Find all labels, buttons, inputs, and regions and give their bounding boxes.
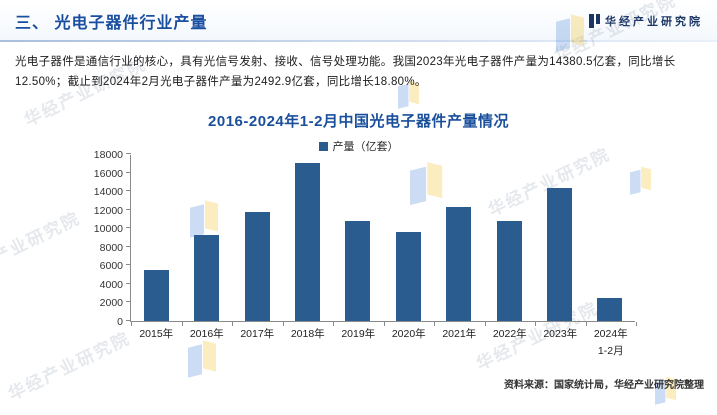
bar-2021年: [446, 207, 472, 321]
watermark-text: 华经产业研究院: [5, 328, 134, 404]
y-tick-label: 0: [117, 316, 123, 328]
x-tick-sublabel: 1-2月: [597, 345, 624, 357]
x-label-slot: 2016年: [182, 326, 233, 358]
x-label-slot: 2018年: [283, 326, 334, 358]
brand-name: 华经产业研究院: [605, 16, 703, 28]
bar-slot: [282, 155, 332, 321]
x-label-slot: 2017年: [232, 326, 283, 358]
page-title: 三、 光电子器件行业产量: [15, 15, 208, 32]
x-tick-mark: [333, 322, 334, 326]
bar-2018年: [294, 163, 320, 321]
x-tick-label: 2021年: [442, 328, 477, 340]
y-tick-mark: [126, 320, 131, 321]
bar-2016年: [194, 234, 220, 321]
x-tick-mark: [282, 322, 284, 326]
bar-slot: [333, 155, 383, 321]
x-tick-label: 2017年: [240, 328, 275, 340]
y-tick-label: 12000: [93, 204, 123, 217]
watermark-text: 华经产业研究院: [0, 208, 84, 284]
y-tick-label: 14000: [93, 186, 123, 199]
x-axis-labels: 2015年 2016年 2017年 2018年 2019年 2020年 2021年 2022年…: [131, 326, 636, 358]
x-tick-mark: [434, 322, 435, 326]
x-tick-mark: [383, 322, 385, 326]
x-label-slot: 2023年: [535, 326, 586, 358]
bar-series: [131, 155, 635, 321]
x-tick-mark: [535, 322, 536, 326]
x-tick-label: 2023年: [543, 328, 578, 340]
brand-logo: 华经产业研究院: [589, 13, 703, 29]
y-tick-label: 16000: [93, 167, 123, 180]
x-tick-mark: [232, 322, 233, 326]
y-tick-mark: [126, 282, 131, 284]
legend-swatch-icon: [318, 141, 328, 151]
bar-2022年: [496, 221, 522, 321]
x-tick-label: 2022年: [492, 328, 527, 340]
legend-label: 产量（亿套）: [332, 141, 399, 153]
plot-area: [126, 153, 637, 326]
y-tick-label: 18000: [93, 149, 123, 161]
x-tick-mark: [585, 322, 587, 326]
y-tick-mark: [126, 301, 131, 303]
bar-2015年: [143, 270, 169, 321]
x-tick-mark: [181, 322, 183, 326]
chart-legend: 产量（亿套）: [0, 138, 717, 154]
y-tick-label: 4000: [99, 278, 123, 291]
y-tick-mark: [126, 153, 131, 154]
y-tick-label: 8000: [99, 241, 123, 254]
y-tick-mark: [126, 245, 131, 247]
y-tick-label: 2000: [99, 297, 123, 310]
x-label-slot: 2021年: [434, 326, 485, 358]
x-tick-label: 2019年: [341, 328, 376, 340]
y-tick-mark: [126, 190, 131, 192]
bar-slot: [534, 155, 584, 321]
bar-slot: [232, 155, 282, 321]
x-tick-mark: [484, 322, 486, 326]
header-divider: [0, 40, 717, 42]
x-tick-mark: [131, 322, 132, 326]
intro-paragraph: 光电子器件是通信行业的核心，具有光信号发射、接收、信号处理功能。我国2023年光…: [15, 56, 676, 88]
y-tick-mark: [126, 171, 131, 173]
chart-plot-wrap: 0 2000 4000 6000 8000 10000 12000 14000 16000 180…: [85, 149, 637, 328]
y-tick-label: 10000: [93, 223, 123, 236]
bar-2017年: [244, 212, 270, 321]
source-note: 资料来源：国家统计局，华经产业研究院整理: [504, 380, 704, 391]
x-label-slot: 2015年: [131, 326, 182, 358]
y-tick-mark: [126, 264, 131, 266]
bar-2019年: [345, 221, 371, 321]
bar-2020年: [395, 231, 421, 321]
x-label-slot: 2020年: [384, 326, 435, 358]
y-axis: 0 2000 4000 6000 8000 10000 12000 14000 16000 180…: [85, 149, 130, 328]
bar-2024年: [597, 297, 623, 321]
x-tick-mark: [636, 322, 637, 326]
chart-title: 2016-2024年1-2月中国光电子器件产量情况: [208, 113, 509, 130]
bar-slot: [484, 155, 534, 321]
bar-slot: [131, 155, 181, 321]
y-tick-label: 6000: [99, 260, 123, 273]
x-tick-label: 2024年: [593, 328, 628, 340]
x-tick-label: 2020年: [391, 328, 426, 340]
bar-2023年: [546, 187, 572, 321]
brand-bars-icon: [589, 14, 600, 28]
bar-slot: [433, 155, 483, 321]
bar-slot: [585, 155, 635, 321]
y-tick-mark: [126, 227, 131, 229]
bar-slot: [181, 155, 231, 321]
y-tick-mark: [126, 208, 131, 210]
bar-slot: [383, 155, 433, 321]
x-label-slot: 2022年: [485, 326, 536, 358]
x-tick-label: 2015年: [139, 328, 174, 340]
x-tick-label: 2018年: [290, 328, 325, 340]
x-label-slot: 2024年 1-2月: [586, 326, 637, 358]
x-label-slot: 2019年: [333, 326, 384, 358]
x-tick-label: 2016年: [189, 328, 224, 340]
